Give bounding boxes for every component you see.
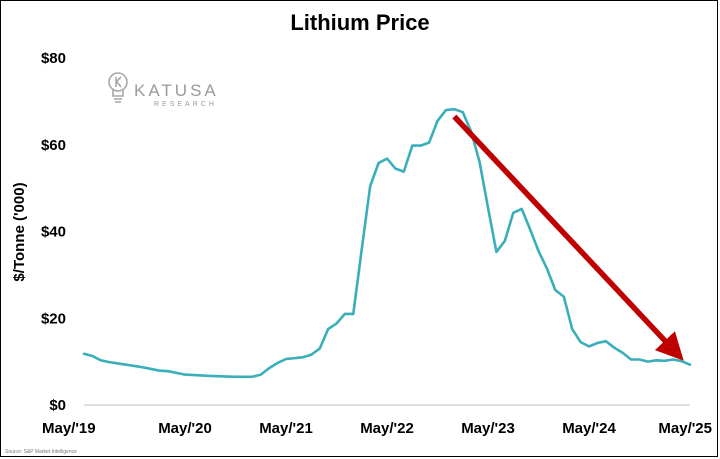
data-point [621, 352, 624, 354]
x-tick-label: May/'20 [158, 420, 212, 437]
x-tick-label: May/'23 [461, 420, 515, 437]
data-point [234, 376, 237, 378]
data-point [344, 313, 346, 315]
data-point [403, 170, 405, 173]
data-point [100, 359, 102, 362]
data-point [377, 162, 380, 164]
data-point [125, 363, 127, 366]
data-point [554, 289, 557, 291]
data-point [520, 208, 523, 210]
data-point [445, 109, 447, 111]
data-point [327, 328, 329, 330]
y-tick-label: $60 [41, 137, 66, 154]
x-tick-label: May/'22 [360, 420, 414, 437]
chart-title: Lithium Price [290, 10, 429, 35]
x-tick-labels: May/'19 May/'20 May/'21 May/'22 May/'23 May/'… [42, 420, 712, 437]
logo-name: KATUSA [134, 81, 219, 100]
x-tick-label: May/'19 [42, 420, 96, 437]
data-point [352, 313, 355, 315]
logo: KATUSA RESEARCH [108, 72, 219, 108]
y-tick-label: $80 [41, 50, 66, 67]
x-tick-label: May/'21 [259, 420, 313, 437]
data-point [159, 369, 161, 372]
data-point [142, 366, 144, 369]
data-point [386, 157, 388, 160]
data-point [462, 111, 464, 113]
data-point [251, 376, 254, 378]
downtrend-arrow [452, 114, 684, 361]
data-point [318, 347, 321, 350]
data-point [478, 161, 481, 163]
data-point [453, 108, 456, 110]
data-point [512, 212, 515, 214]
data-point [369, 185, 372, 187]
data-point [638, 358, 641, 361]
data-point [184, 373, 186, 376]
data-point [689, 363, 691, 366]
lightbulb-icon [108, 72, 128, 103]
data-point [495, 251, 498, 253]
series-line [82, 107, 692, 379]
data-point [361, 248, 363, 250]
y-axis-label: $/Tonne ('000) [11, 182, 28, 281]
data-point [647, 360, 649, 363]
x-tick-label: May/'25 [658, 420, 712, 437]
data-point [655, 359, 658, 362]
x-tick-label: May/'24 [562, 420, 616, 437]
data-point [276, 362, 279, 364]
y-tick-labels: $0 $20 $40 $60 $80 [41, 50, 66, 414]
logo-subtitle: RESEARCH [154, 101, 217, 108]
data-point [630, 358, 632, 361]
price-series [82, 107, 692, 379]
source-note: Source: S&P Market Intelligence [5, 449, 77, 455]
data-point [680, 360, 683, 363]
data-point [310, 353, 313, 356]
data-point [546, 267, 548, 270]
data-point [529, 228, 531, 231]
data-point [167, 370, 169, 373]
data-point [394, 167, 397, 170]
data-point [588, 345, 590, 348]
data-point [302, 356, 304, 359]
data-point [664, 360, 666, 362]
data-point [436, 120, 439, 122]
data-point [504, 240, 506, 242]
data-point [91, 355, 94, 357]
data-point [209, 375, 212, 377]
data-point [419, 144, 422, 147]
y-tick-label: $0 [49, 397, 66, 414]
data-point [268, 367, 271, 369]
data-point [537, 250, 540, 252]
data-point [428, 141, 430, 144]
data-point [285, 358, 287, 360]
downtrend-annotation [452, 114, 684, 361]
data-point [605, 340, 607, 343]
data-point [563, 295, 565, 298]
data-point [487, 206, 489, 209]
data-point [411, 144, 414, 147]
data-point [579, 341, 582, 343]
y-tick-label: $20 [41, 310, 66, 327]
data-point [613, 346, 616, 349]
data-point [672, 358, 674, 361]
data-point [335, 322, 338, 325]
data-point [596, 342, 599, 344]
data-point [260, 373, 262, 376]
y-tick-label: $40 [41, 224, 66, 241]
data-point [108, 361, 111, 363]
data-point [571, 328, 573, 330]
data-point [83, 353, 85, 355]
